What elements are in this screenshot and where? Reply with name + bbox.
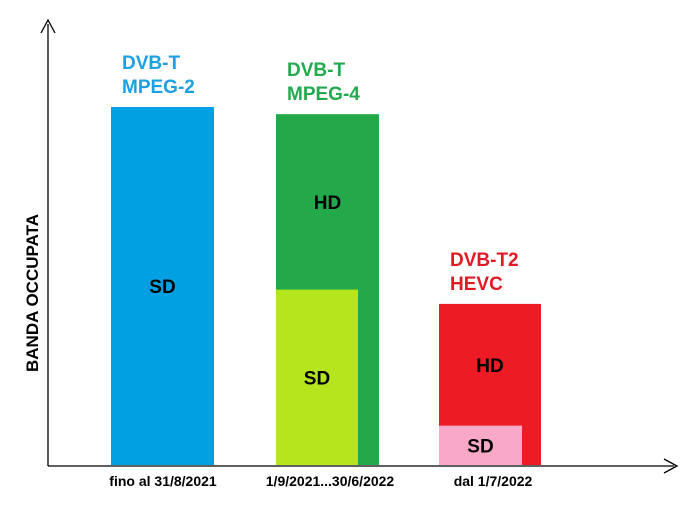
group-title-group-2-line-2: MPEG-4 xyxy=(287,84,360,105)
y-axis-arrow-icon xyxy=(40,18,56,34)
bar-label-group-2-hd: HD xyxy=(314,193,341,214)
bar-label-group-3-hd: HD xyxy=(476,356,503,377)
group-title-group-1-line-1: DVB-T xyxy=(122,53,180,74)
y-axis-label: BANDA OCCUPATA xyxy=(23,214,42,372)
x-tick-label-group-1: fino al 31/8/2021 xyxy=(109,473,217,489)
x-axis-arrow-icon xyxy=(663,458,679,474)
labels-layer: SD DVB-T MPEG-2 fino al 31/8/2021 HD SD DVB-T M… xyxy=(109,53,532,489)
group-title-group-3-line-1: DVB-T2 xyxy=(450,250,519,271)
x-tick-label-group-3: dal 1/7/2022 xyxy=(454,473,533,489)
group-title-group-1-line-2: MPEG-2 xyxy=(122,77,195,98)
x-tick-label-group-2: 1/9/2021...30/6/2022 xyxy=(266,473,395,489)
bars-layer xyxy=(111,107,541,465)
axes: BANDA OCCUPATA xyxy=(23,18,679,474)
bar-label-group-2-sd: SD xyxy=(304,368,330,389)
bar-label-group-1-sd: SD xyxy=(149,277,175,298)
bar-group-1-sd xyxy=(111,107,214,465)
bar-group-2-sd xyxy=(276,289,358,465)
group-title-group-2-line-1: DVB-T xyxy=(287,60,345,81)
bar-group-3-sd xyxy=(439,425,522,465)
bar-label-group-3-sd: SD xyxy=(467,436,493,457)
group-title-group-3-line-2: HEVC xyxy=(450,274,503,295)
